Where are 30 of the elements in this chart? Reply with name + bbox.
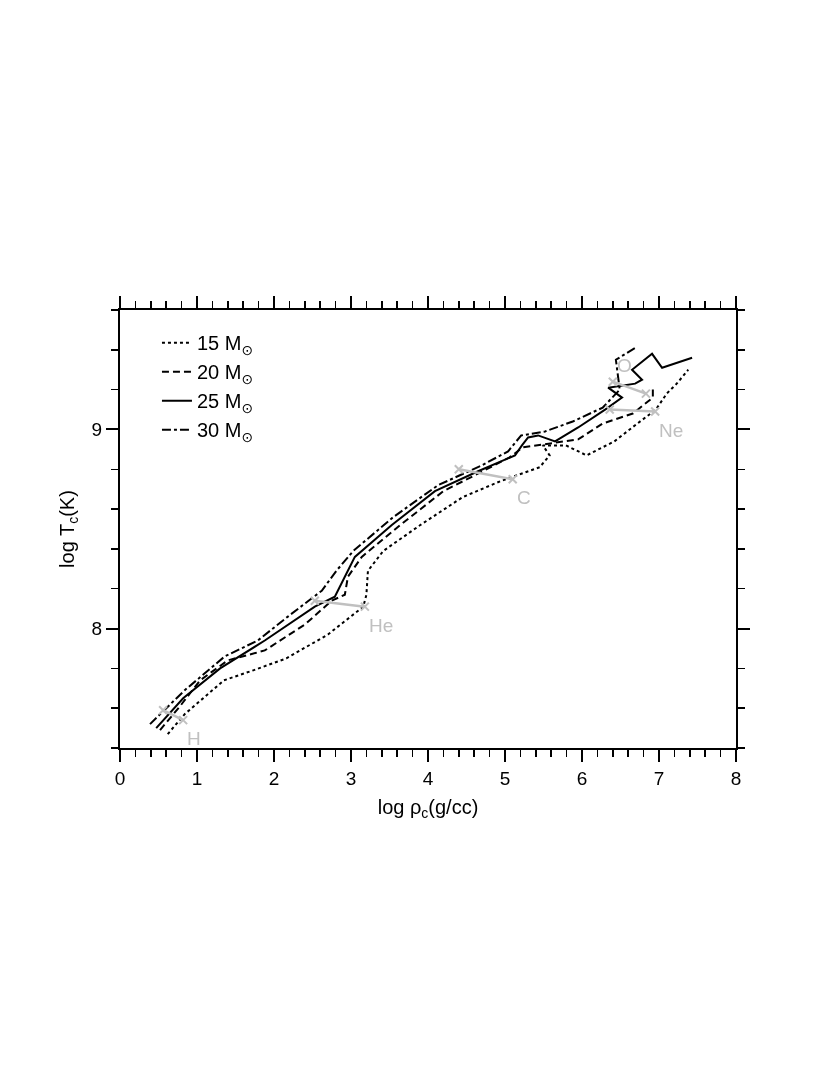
annotation: O (617, 355, 632, 376)
point (507, 474, 518, 485)
point (178, 715, 189, 726)
x-tick-label: 0 (114, 767, 126, 789)
x-tick-label: 8 (730, 767, 742, 789)
x-tick-label: 1 (191, 767, 203, 789)
legend-label: 30 M$_{⊙}$ (196, 419, 254, 445)
x-tick-label: 2 (268, 767, 280, 789)
x-axis-title: log ρ$_{c}$(g/cc) (377, 795, 479, 821)
legend-label: 15 M$_{⊙}$ (196, 332, 254, 358)
point (359, 601, 370, 612)
legend-label: 20 M$_{⊙}$ (196, 361, 254, 387)
annotation: H (187, 728, 201, 749)
annotation: He (369, 615, 394, 636)
point (640, 388, 651, 399)
annotation: Ne (659, 420, 684, 441)
x-tick-label: 4 (422, 767, 434, 789)
x-tick-label: 3 (345, 767, 357, 789)
x-tick-label: 5 (499, 767, 511, 789)
annotation: C (517, 487, 531, 508)
x-tick-label: 6 (576, 767, 588, 789)
point (607, 376, 618, 387)
point (158, 705, 169, 716)
x-tick-label: 7 (653, 767, 665, 789)
y-tick-label: 9 (91, 419, 103, 441)
point (650, 406, 661, 417)
point (309, 595, 320, 606)
point (604, 404, 615, 415)
legend-label: 25 M$_{⊙}$ (196, 390, 254, 416)
point (453, 464, 464, 475)
